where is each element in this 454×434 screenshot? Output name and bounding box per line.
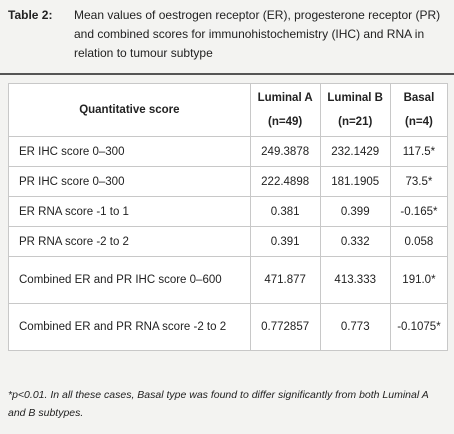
table-row: Combined ER and PR IHC score 0–600 471.87…	[8, 256, 449, 304]
cell: 181.1905	[319, 166, 391, 197]
table-row: ER IHC score 0–300 249.3878 232.1429 117.5*	[8, 136, 449, 167]
caption-text: Mean values of oestrogen receptor (ER), …	[74, 8, 441, 60]
table-row: PR RNA score -2 to 2 0.391 0.332 0.058	[8, 226, 449, 257]
row-label: PR IHC score 0–300	[8, 166, 251, 197]
cell: 0.332	[319, 226, 391, 257]
header-row: Quantitative score Luminal A (n=49) Luminal…	[8, 83, 449, 137]
cell: 0.399	[319, 196, 391, 227]
header-text: (n=21)	[338, 116, 373, 128]
cell: 471.877	[249, 256, 321, 304]
cell: 0.381	[249, 196, 321, 227]
header-text: Luminal B	[327, 92, 383, 104]
cell: -0.165*	[389, 196, 449, 227]
footnote: *p<0.01. In all these cases, Basal type …	[8, 389, 429, 419]
cell: 73.5*	[389, 166, 449, 197]
header-text: (n=49)	[268, 116, 303, 128]
header-cell: Quantitative score	[8, 83, 251, 137]
header-text: Quantitative score	[79, 104, 180, 116]
row-label: Combined ER and PR RNA score -2 to 2	[8, 303, 251, 351]
caption-label: Table 2:	[8, 8, 53, 22]
data-table: Quantitative score Luminal A (n=49) Luminal…	[8, 83, 449, 351]
cell: 191.0*	[389, 256, 449, 304]
table-row: ER RNA score -1 to 1 0.381 0.399 -0.165*	[8, 196, 449, 227]
table-row: Combined ER and PR RNA score -2 to 2 0.77…	[8, 303, 449, 351]
cell: 249.3878	[249, 136, 321, 167]
cell: 413.333	[319, 256, 391, 304]
rule	[0, 73, 454, 75]
cell: 0.772857	[249, 303, 321, 351]
row-label: PR RNA score -2 to 2	[8, 226, 251, 257]
cell: 0.058	[389, 226, 449, 257]
header-cell: Luminal A (n=49)	[249, 83, 321, 137]
row-label: Combined ER and PR IHC score 0–600	[8, 256, 251, 304]
header-text: (n=4)	[405, 116, 433, 128]
cell: 232.1429	[319, 136, 391, 167]
cell: 0.391	[249, 226, 321, 257]
header-text: Basal	[403, 92, 435, 104]
cell: 222.4898	[249, 166, 321, 197]
cell: 0.773	[319, 303, 391, 351]
header-cell: Basal (n=4)	[389, 83, 449, 137]
cell: 117.5*	[389, 136, 449, 167]
row-label: ER IHC score 0–300	[8, 136, 251, 167]
header-cell: Luminal B (n=21)	[319, 83, 391, 137]
cell: -0.1075*	[389, 303, 449, 351]
table-row: PR IHC score 0–300 222.4898 181.1905 73.5*	[8, 166, 449, 197]
header-text: Luminal A	[257, 92, 313, 104]
row-label: ER RNA score -1 to 1	[8, 196, 251, 227]
